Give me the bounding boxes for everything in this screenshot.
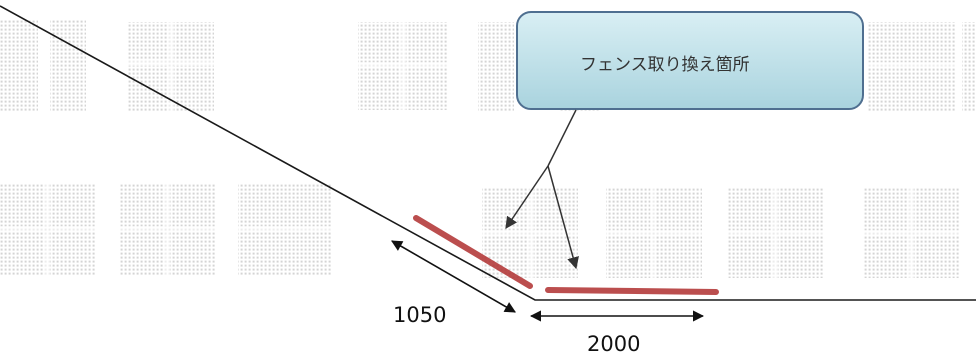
callout-pointer-stem [547,109,577,167]
dimension-label-flat: 2000 [587,332,640,356]
dimension-label-slope: 1050 [393,303,446,327]
fence-section-flat [545,287,719,295]
callout-label: フェンス取り換え箇所 [580,55,750,75]
callout-box [516,11,864,110]
ground-profile-line [0,5,976,301]
callout-pointer-right [547,165,579,270]
callout-pointer-left [505,165,549,229]
dimension-arrow-slope [391,240,516,313]
callout: フェンス取り換え箇所 [505,11,864,270]
